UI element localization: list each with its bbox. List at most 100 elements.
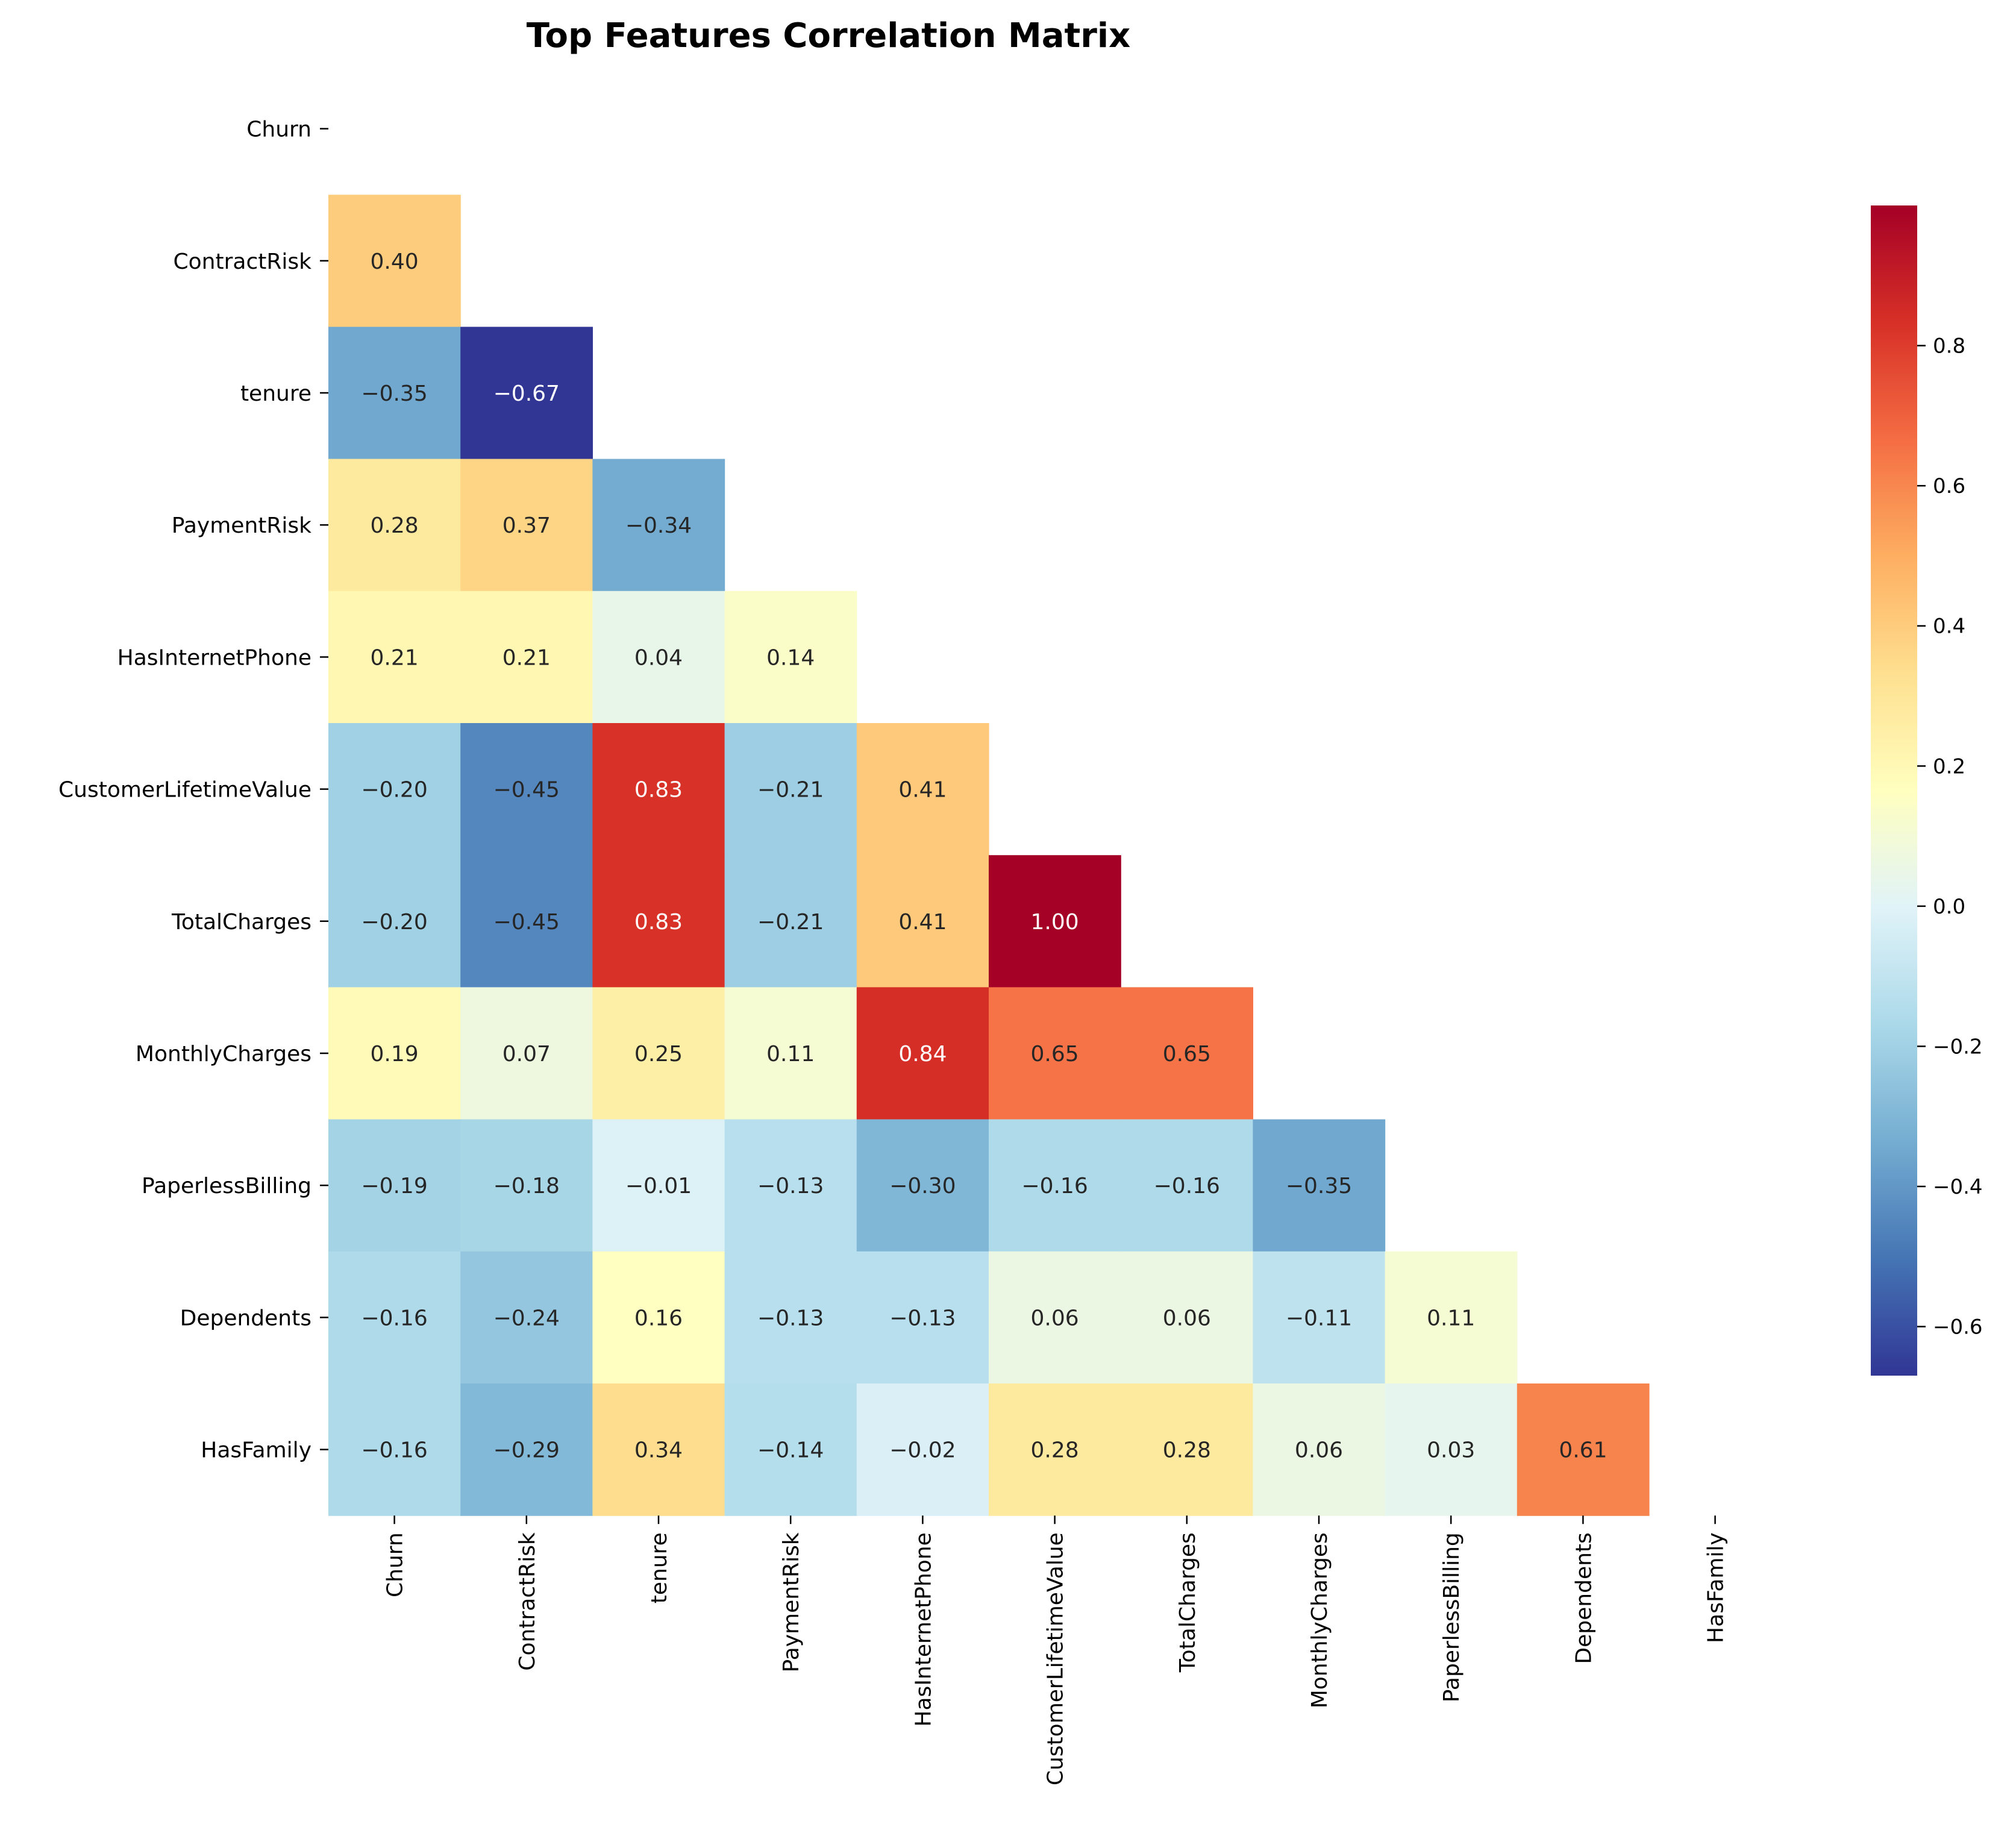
cell-value-label: −0.45: [493, 778, 560, 803]
cell-value-label: 0.28: [371, 513, 419, 538]
cell-has-family-customer-lifetime-value: [989, 1383, 1121, 1516]
y-tick-label-total-charges: TotalCharges: [171, 910, 311, 935]
y-tick-label-paperless-billing: PaperlessBilling: [142, 1174, 311, 1198]
y-axis: Churn ContractRisk tenure PaymentRisk HasInt…: [58, 117, 328, 1463]
cell-dependents-contract-risk: [460, 1251, 593, 1384]
cell-customer-lifetime-value-has-internet-phone: [856, 723, 989, 856]
cell-paperless-billing-churn: [328, 1119, 461, 1252]
cell-value-label: −0.29: [493, 1438, 560, 1463]
cell-value-label: 0.14: [766, 645, 815, 670]
cell-value-label: 0.65: [1031, 1042, 1079, 1067]
cell-paperless-billing-tenure: [592, 1119, 725, 1252]
cell-value-label: −0.16: [1154, 1174, 1220, 1198]
y-tick-label-tenure: tenure: [240, 381, 311, 406]
y-tick-label-has-internet-phone: HasInternetPhone: [117, 645, 311, 670]
cell-dependents-total-charges: [1121, 1251, 1253, 1384]
cell-value-label: −0.16: [361, 1438, 427, 1463]
cell-value-label: −0.20: [361, 778, 427, 803]
cell-value-label: 0.83: [634, 778, 683, 803]
cell-value-label: 0.65: [1163, 1042, 1211, 1067]
colorbar-tick-label: 0.8: [1933, 334, 1965, 359]
cell-value-label: −0.34: [625, 513, 692, 538]
cell-customer-lifetime-value-tenure: [592, 723, 725, 856]
cell-value-label: 0.11: [1427, 1306, 1475, 1330]
cell-monthly-charges-churn: [328, 987, 461, 1120]
cell-has-family-tenure: [592, 1383, 725, 1516]
cell-value-label: 0.06: [1295, 1438, 1343, 1463]
cell-dependents-tenure: [592, 1251, 725, 1384]
cell-value-label: 0.16: [634, 1306, 683, 1330]
cell-dependents-monthly-charges: [1253, 1251, 1386, 1384]
cell-value-label: 0.28: [1031, 1438, 1079, 1463]
y-tick-label-payment-risk: PaymentRisk: [172, 513, 311, 538]
cell-customer-lifetime-value-contract-risk: [460, 723, 593, 856]
cell-value-label: −0.45: [493, 910, 560, 935]
cell-value-label: −0.35: [361, 381, 427, 406]
colorbar-tick-label: 0.4: [1933, 615, 1965, 639]
cell-has-family-contract-risk: [460, 1383, 593, 1516]
cell-payment-risk-contract-risk: [460, 459, 593, 592]
y-tick-label-dependents: Dependents: [180, 1306, 311, 1330]
cell-value-label: −0.20: [361, 910, 427, 935]
x-tick-label-monthly-charges: MonthlyCharges: [1307, 1532, 1332, 1708]
cell-total-charges-has-internet-phone: [856, 855, 989, 988]
cell-paperless-billing-has-internet-phone: [856, 1119, 989, 1252]
y-tick-label-contract-risk: ContractRisk: [174, 249, 312, 274]
x-tick-label-tenure: tenure: [647, 1532, 672, 1603]
colorbar-tick-label: 0.6: [1933, 474, 1965, 498]
cell-has-family-paperless-billing: [1385, 1383, 1518, 1516]
cell-value-label: 0.83: [634, 910, 683, 935]
cell-paperless-billing-payment-risk: [724, 1119, 857, 1252]
cell-value-label: 1.00: [1031, 910, 1079, 935]
y-tick-label-churn: Churn: [246, 117, 311, 142]
cell-monthly-charges-total-charges: [1121, 987, 1253, 1120]
cell-has-internet-phone-churn: [328, 591, 461, 724]
cell-value-label: −0.01: [625, 1174, 692, 1198]
cell-has-internet-phone-payment-risk: [724, 591, 857, 724]
cell-value-label: −0.16: [1021, 1174, 1088, 1198]
cell-total-charges-contract-risk: [460, 855, 593, 988]
x-axis: Churn ContractRisk tenure PaymentRisk HasInt…: [383, 1515, 1729, 1785]
cell-has-family-has-internet-phone: [856, 1383, 989, 1516]
cell-tenure-churn: [328, 327, 461, 460]
x-tick-label-dependents: Dependents: [1571, 1532, 1596, 1664]
cell-value-label: 0.41: [898, 910, 947, 935]
cell-value-label: −0.19: [361, 1174, 427, 1198]
cell-dependents-has-internet-phone: [856, 1251, 989, 1384]
y-tick-label-monthly-charges: MonthlyCharges: [136, 1042, 311, 1067]
cell-paperless-billing-customer-lifetime-value: [989, 1119, 1121, 1252]
cell-has-family-monthly-charges: [1253, 1383, 1386, 1516]
y-tick-label-customer-lifetime-value: CustomerLifetimeValue: [58, 778, 311, 803]
cell-value-label: 0.25: [634, 1042, 683, 1067]
cell-dependents-payment-risk: [724, 1251, 857, 1384]
cell-paperless-billing-monthly-charges: [1253, 1119, 1386, 1252]
cell-value-label: −0.14: [757, 1438, 824, 1463]
cell-value-label: −0.02: [889, 1438, 956, 1463]
cell-value-label: 0.41: [898, 778, 947, 803]
heatmap-cell-labels: 0.40 −0.35 −0.67 0.28 0.37 −0.34 0.21 0.21 0.04 0…: [361, 249, 1607, 1463]
cell-has-family-churn: [328, 1383, 461, 1516]
cell-monthly-charges-has-internet-phone: [856, 987, 989, 1120]
cell-value-label: 0.34: [634, 1438, 683, 1463]
x-tick-label-total-charges: TotalCharges: [1175, 1532, 1200, 1673]
cell-value-label: −0.21: [757, 778, 824, 803]
cell-dependents-customer-lifetime-value: [989, 1251, 1121, 1384]
cell-total-charges-payment-risk: [724, 855, 857, 988]
colorbar-tick-label: −0.6: [1933, 1315, 1983, 1339]
cell-value-label: 0.21: [371, 645, 419, 670]
cell-value-label: 0.04: [634, 645, 683, 670]
cell-value-label: −0.24: [493, 1306, 560, 1330]
cell-total-charges-churn: [328, 855, 461, 988]
y-tick-label-has-family: HasFamily: [201, 1438, 311, 1463]
cell-monthly-charges-contract-risk: [460, 987, 593, 1120]
cell-value-label: 0.40: [371, 249, 419, 274]
cell-value-label: 0.11: [766, 1042, 815, 1067]
cell-monthly-charges-tenure: [592, 987, 725, 1120]
cell-has-family-total-charges: [1121, 1383, 1253, 1516]
cell-value-label: 0.03: [1427, 1438, 1475, 1463]
cell-value-label: −0.21: [757, 910, 824, 935]
x-tick-label-contract-risk: ContractRisk: [515, 1532, 540, 1671]
cell-value-label: 0.37: [502, 513, 551, 538]
cell-value-label: −0.13: [757, 1306, 824, 1330]
